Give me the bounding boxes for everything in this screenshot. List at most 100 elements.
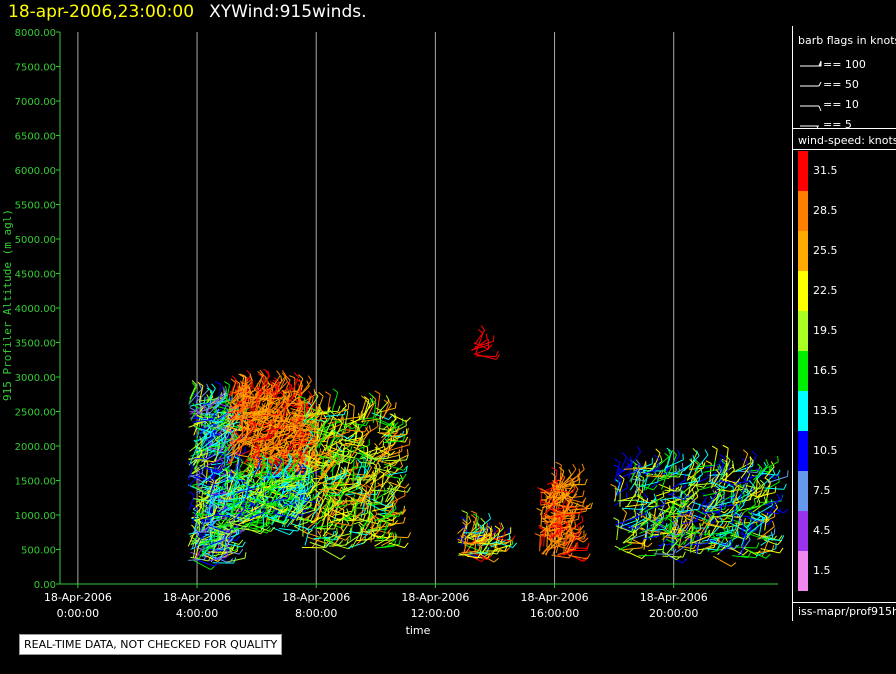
- wind-barb-staff: [196, 437, 208, 455]
- wind-barb-staff: [297, 497, 300, 516]
- wind-barb-flag: [201, 467, 204, 474]
- wind-barb-flag: [324, 485, 330, 491]
- wind-barb-flag: [203, 404, 205, 411]
- wind-barb: [191, 456, 206, 475]
- wind-barb-flag: [276, 370, 281, 376]
- wind-barb: [280, 402, 287, 420]
- wind-barb: [197, 382, 204, 403]
- wind-barb: [270, 483, 280, 504]
- wind-barb: [306, 478, 316, 498]
- wind-barb-flag: [365, 420, 370, 427]
- wind-barb: [253, 456, 262, 477]
- wind-barb-flag: [288, 427, 291, 434]
- wind-barb-flag: [392, 533, 395, 540]
- wind-barb-staff: [297, 432, 304, 449]
- wind-barb-staff: [231, 405, 248, 420]
- wind-barb: [380, 427, 400, 434]
- wind-barb-flag: [297, 516, 304, 520]
- wind-barb-staff: [219, 534, 223, 550]
- wind-barb-staff: [200, 504, 214, 515]
- wind-barb-staff: [373, 467, 396, 474]
- wind-barb: [294, 396, 312, 405]
- wind-barb-flag: [309, 430, 314, 436]
- wind-barb: [367, 471, 377, 495]
- wind-barb-flag: [511, 535, 516, 542]
- wind-barb: [385, 426, 398, 444]
- wind-barb-staff: [299, 480, 313, 490]
- wind-barb-staff: [333, 501, 340, 521]
- wind-barb-staff: [289, 452, 305, 458]
- wind-barb-staff: [358, 461, 374, 465]
- wind-barb-flag: [408, 438, 411, 445]
- wind-barb-flag: [224, 501, 227, 509]
- wind-barb-flag: [239, 476, 246, 481]
- wind-barb: [262, 441, 287, 449]
- wind-barb-staff: [231, 522, 247, 528]
- wind-barb-flag: [376, 420, 379, 427]
- wind-barb-staff: [266, 402, 281, 414]
- wind-barb-staff: [190, 551, 208, 558]
- wind-barb: [298, 427, 307, 449]
- wind-barb-flag: [300, 384, 303, 391]
- wind-barb-flag: [388, 481, 393, 487]
- wind-barb: [345, 412, 361, 428]
- wind-barb: [205, 540, 224, 555]
- wind-barb-staff: [353, 490, 363, 509]
- wind-barb-staff: [318, 487, 334, 491]
- wind-barb-flag: [315, 405, 320, 411]
- wind-barb-flag: [261, 458, 267, 464]
- wind-barb: [358, 450, 382, 461]
- wind-barb: [293, 495, 300, 516]
- wind-barb-flag: [224, 381, 230, 386]
- wind-barb-staff: [373, 479, 376, 502]
- wind-barb: [189, 396, 206, 407]
- wind-barb-flag: [209, 431, 212, 438]
- wind-barb-flag: [316, 409, 320, 416]
- wind-barb: [253, 519, 270, 530]
- wind-barb: [188, 553, 207, 561]
- wind-barb-flag: [274, 483, 280, 490]
- wind-barb: [226, 400, 232, 419]
- wind-barb-staff: [197, 545, 211, 560]
- wind-barb-staff: [262, 480, 266, 499]
- wind-barb-flag: [240, 380, 244, 387]
- wind-barb-staff: [336, 523, 350, 542]
- wind-barb-staff: [381, 404, 392, 420]
- wind-barb-flag: [297, 383, 301, 390]
- wind-barb: [190, 403, 198, 421]
- wind-barb: [242, 474, 249, 498]
- wind-barb-flag: [394, 426, 398, 433]
- wind-barb-staff: [367, 476, 377, 495]
- wind-barb-staff: [240, 376, 245, 394]
- wind-barb-staff: [322, 428, 336, 443]
- wind-barb-staff: [207, 489, 225, 501]
- wind-barb-flag: [259, 433, 265, 439]
- wind-barb-flag: [302, 509, 307, 516]
- wind-barb: [280, 389, 287, 409]
- wind-barb-flag: [209, 475, 216, 481]
- wind-barb-staff: [236, 424, 256, 433]
- wind-barb-staff: [230, 401, 251, 410]
- wind-barb-staff: [310, 513, 329, 524]
- wind-barb-staff: [388, 542, 405, 549]
- wind-barb-staff: [343, 484, 358, 491]
- wind-barb-staff: [277, 507, 284, 521]
- wind-barb-flag: [197, 531, 203, 537]
- wind-barb-staff: [188, 419, 208, 428]
- wind-barb-staff: [227, 433, 234, 452]
- wind-barb-staff: [236, 506, 253, 510]
- wind-barb-staff: [198, 385, 204, 403]
- wind-barb-flag: [226, 545, 231, 552]
- wind-barb-staff: [281, 459, 285, 476]
- wind-barb: [194, 475, 214, 482]
- wind-barb: [212, 555, 234, 564]
- wind-barb: [332, 520, 355, 527]
- wind-barb-staff: [285, 424, 302, 428]
- wind-barb-staff: [257, 512, 272, 515]
- wind-barb-staff: [374, 454, 384, 468]
- wind-barb-staff: [327, 522, 342, 529]
- wind-barb-flag: [265, 370, 270, 377]
- wind-barb-flag: [261, 402, 267, 408]
- wind-barb: [325, 447, 345, 459]
- wind-barb-flag: [386, 528, 392, 534]
